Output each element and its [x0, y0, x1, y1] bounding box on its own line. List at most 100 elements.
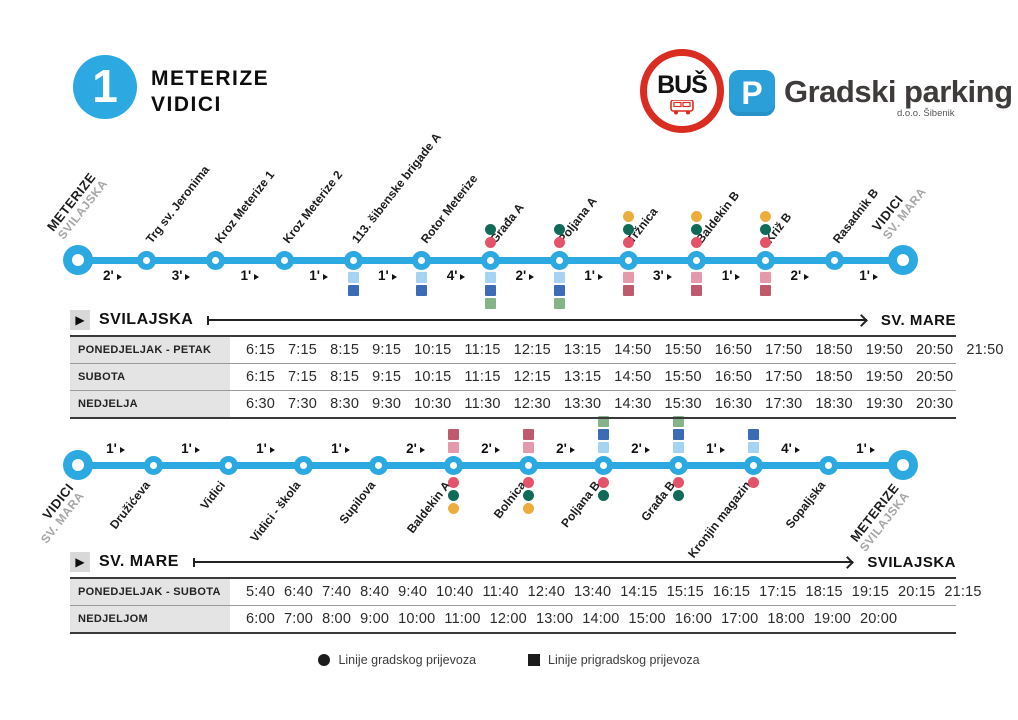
line-marker-circle	[485, 224, 496, 235]
stop-label: Bolnica	[491, 478, 529, 521]
departure-time: 16:00	[674, 611, 713, 627]
stop-name: Sopaljska	[782, 478, 829, 532]
route-stop	[137, 250, 157, 270]
line-marker-column	[553, 224, 565, 248]
departure-time: 11:30	[464, 396, 501, 412]
timetable-day-label: PONEDJELJAK - PETAK	[70, 337, 230, 363]
route-stop	[593, 455, 613, 475]
direction-arrow-line	[207, 315, 867, 325]
timetable-outbound: ▶ SVILAJSKA SV. MARE PONEDJELJAK - PETAK 6:1…	[70, 308, 1003, 419]
segment-minutes: 1'	[859, 268, 870, 283]
route-stop	[743, 455, 763, 475]
line-marker-column	[485, 272, 496, 309]
terminal-subname: SV. MARA	[879, 184, 929, 242]
segment-minutes: 1'	[856, 441, 867, 456]
stop-hole	[72, 459, 84, 471]
departure-time: 20:00	[860, 611, 898, 627]
departure-time: 14:00	[582, 611, 620, 627]
line-marker-square	[485, 272, 496, 283]
departure-time: 16:15	[712, 584, 751, 600]
segment-minutes: 2'	[556, 441, 567, 456]
timetable-day-label: NEDJELJOM	[70, 606, 230, 632]
stop-hole	[299, 461, 307, 469]
line-number-badge: 1	[73, 55, 137, 119]
stop-label: Baldekin A	[404, 478, 453, 536]
segment-travel-time: 2'	[619, 441, 663, 456]
departure-time: 18:15	[805, 584, 843, 600]
departure-time: 17:00	[721, 611, 759, 627]
departure-time: 8:40	[360, 584, 390, 600]
line-marker-square	[347, 272, 359, 283]
stop-label: Kroz Meterize 1	[211, 168, 276, 246]
stop-label: Poljana A	[555, 194, 600, 246]
line-marker-column	[416, 272, 428, 296]
departure-time: 10:00	[398, 611, 436, 627]
terminal-name: VIDICI	[868, 192, 907, 234]
arrow-right-icon	[419, 447, 425, 453]
line-marker-circle	[691, 224, 703, 235]
stop-name: Poljana	[558, 485, 598, 531]
departure-time: 11:00	[444, 611, 481, 627]
segment-minutes: 2'	[790, 268, 802, 283]
legend-city-label: Linije gradskog prijevoza	[338, 653, 477, 667]
bus-logo-text: BUŠ	[657, 71, 708, 99]
stop-hole	[624, 256, 632, 264]
timetable-day-label: PONEDJELJAK - SUBOTA	[70, 579, 230, 605]
stop-hole	[224, 461, 232, 469]
segment-travel-time: 1'	[319, 441, 363, 456]
stop-name: Kroz Meterize	[211, 173, 273, 246]
arrow-right-icon	[269, 447, 275, 453]
segment-travel-time: 1'	[847, 268, 891, 283]
departure-time: 12:15	[513, 342, 551, 358]
segment-travel-time: 2'	[90, 268, 134, 283]
line-marker-column	[597, 416, 609, 453]
arrow-right-icon	[460, 274, 466, 280]
timetable-header: ▶ SV. MARE SVILAJSKA	[70, 550, 956, 579]
departure-time: 7:40	[322, 584, 352, 600]
timetable-destination: SV. MARE	[880, 311, 956, 329]
stop-zone-letter: B	[725, 188, 742, 204]
stop-label: Supilova	[336, 478, 379, 527]
departure-time: 21:50	[966, 342, 1004, 358]
arrow-right-icon	[794, 447, 800, 453]
departure-time: 14:30	[614, 396, 652, 412]
departure-time: 19:50	[865, 369, 904, 385]
departure-time: 6:30	[246, 396, 276, 412]
segment-travel-time: 2'	[394, 441, 438, 456]
legend: Linije gradskog prijevoza Linije prigrad…	[0, 653, 1018, 667]
departure-time: 15:50	[664, 369, 702, 385]
route-stop	[343, 250, 363, 270]
departure-time: 19:00	[813, 611, 852, 627]
stop-hole	[824, 461, 832, 469]
arrow-right-icon	[344, 447, 350, 453]
stop-hole	[143, 256, 151, 264]
line-marker-column	[522, 429, 534, 453]
line-marker-circle	[672, 477, 684, 488]
stop-label: Vidici	[197, 478, 229, 513]
stop-name: Vidici	[197, 478, 229, 513]
terminal-name: METERIZE	[847, 480, 903, 545]
play-icon: ▶	[70, 310, 90, 330]
stop-label: Kroz Meterize 2	[280, 168, 345, 246]
segment-travel-time: 1'	[844, 441, 888, 456]
line-marker-square	[760, 285, 771, 296]
stop-hole	[555, 256, 563, 264]
departure-time: 13:00	[535, 611, 574, 627]
stop-label: METERIZE SVILAJSKA	[44, 169, 110, 242]
gradski-parking-logo: P Gradski parking d.o.o. Šibenik	[729, 70, 1013, 119]
departure-time: 6:00	[246, 611, 276, 627]
route-stop	[481, 250, 500, 270]
stop-label: Građa A	[486, 201, 526, 246]
line-marker-column	[447, 429, 459, 453]
segment-minutes: 1'	[584, 268, 595, 283]
stop-name: Supilova	[336, 478, 379, 527]
stop-label: Baldekin B	[693, 188, 742, 246]
stop-hole	[830, 256, 838, 264]
segment-minutes: 1'	[309, 268, 320, 283]
segment-minutes: 1'	[331, 441, 342, 456]
stop-hole	[749, 461, 757, 469]
line-marker-column	[447, 477, 459, 514]
arrow-right-icon	[322, 274, 328, 280]
line-marker-circle	[485, 237, 496, 248]
timetable-times: 6:30 7:30 8:30 9:30 10:30 11:30 12:30 13:30 14:3…	[246, 391, 953, 417]
